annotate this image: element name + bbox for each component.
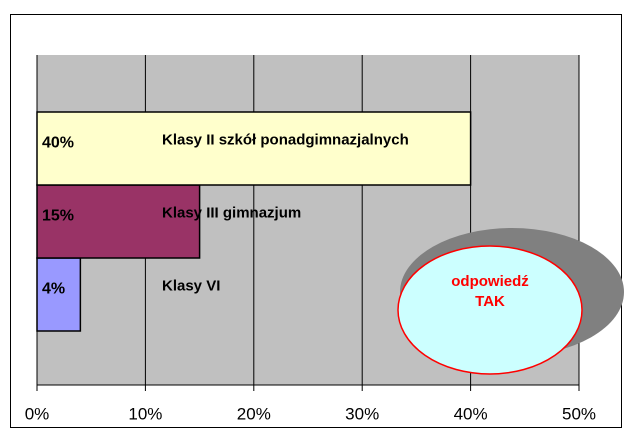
category-label: Klasy III gimnazjum <box>162 204 301 221</box>
x-tick-label: 10% <box>128 404 162 423</box>
x-tick-label: 40% <box>454 404 488 423</box>
x-tick-label: 30% <box>345 404 379 423</box>
callout-text: odpowiedź <box>451 273 529 290</box>
x-tick-label: 20% <box>237 404 271 423</box>
x-tick-label: 0% <box>25 404 50 423</box>
value-label: 15% <box>42 208 74 225</box>
bar <box>36 184 201 259</box>
category-label: Klasy VI <box>162 277 220 294</box>
callout <box>397 245 583 375</box>
x-tick-label: 50% <box>562 404 596 423</box>
value-label: 40% <box>42 135 74 152</box>
callout-text: TAK <box>475 293 505 310</box>
value-label: 4% <box>42 281 65 298</box>
bar <box>36 111 472 186</box>
category-label: Klasy II szkół ponadgimnazjalnych <box>162 131 409 148</box>
